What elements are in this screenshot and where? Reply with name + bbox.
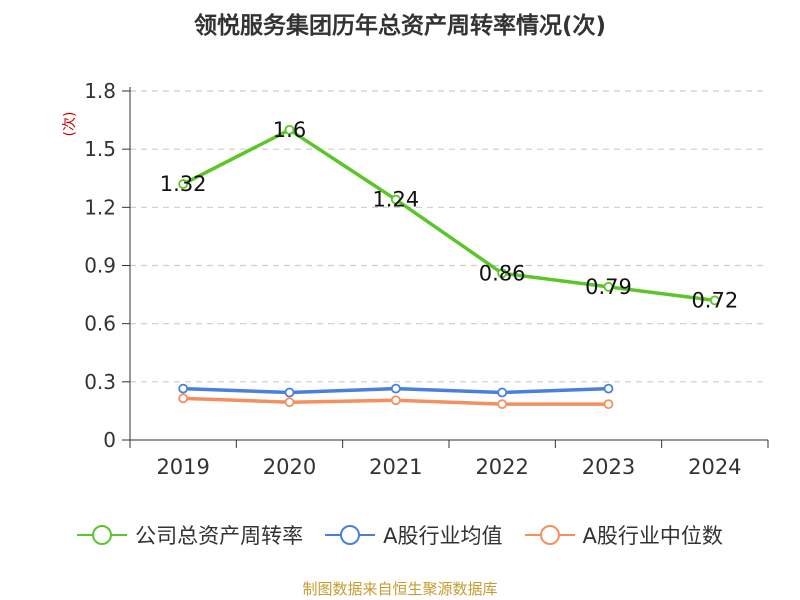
chart-title: 领悦服务集团历年总资产周转率情况(次) xyxy=(193,13,607,39)
y-tick-label: 0.9 xyxy=(84,254,116,278)
data-labels: 1.32 1.6 1.24 0.86 0.79 0.72 xyxy=(160,118,738,313)
data-point xyxy=(178,383,189,394)
x-tick-label: 2023 xyxy=(582,455,635,479)
data-label: 0.79 xyxy=(585,275,632,299)
legend-label: 公司总资产周转率 xyxy=(135,524,304,548)
legend-marker-icon xyxy=(325,525,376,545)
data-label: 1.6 xyxy=(273,118,306,142)
data-point xyxy=(390,395,401,406)
y-axis-label: (次) xyxy=(62,112,78,137)
x-tick-label: 2019 xyxy=(156,455,209,479)
x-tick-label: 2021 xyxy=(369,455,422,479)
data-point xyxy=(178,393,189,404)
data-point xyxy=(284,387,295,398)
data-point xyxy=(709,295,720,306)
series-line-0 xyxy=(182,128,716,303)
data-point xyxy=(603,281,614,292)
data-label: 1.24 xyxy=(372,188,419,212)
x-tick-label: 2022 xyxy=(475,455,528,479)
x-tick-label: 2020 xyxy=(263,455,316,479)
legend-label: A股行业中位数 xyxy=(582,524,723,548)
axes: 0 0.3 0.6 0.9 1.2 1.5 1.8 (次) 2019 2020 2021 2022 20… xyxy=(62,79,769,479)
legend-item-industry-mean[interactable]: A股行业均值 xyxy=(325,520,503,550)
y-tick-label: 0.6 xyxy=(84,312,116,336)
y-tick-label: 1.8 xyxy=(84,79,116,103)
legend-item-company[interactable]: 公司总资产周转率 xyxy=(77,520,303,550)
y-tick-label: 1.2 xyxy=(84,195,116,219)
source-note: 制图数据来自恒生聚源数据库 xyxy=(302,580,498,598)
data-point xyxy=(497,399,508,410)
y-tick-label: 1.5 xyxy=(84,137,116,161)
data-point xyxy=(497,387,508,398)
data-point xyxy=(603,383,614,394)
data-point xyxy=(284,397,295,408)
data-point xyxy=(284,124,295,135)
data-label: 0.72 xyxy=(691,288,738,312)
legend-marker-icon xyxy=(524,525,575,545)
legend-item-industry-median[interactable]: A股行业中位数 xyxy=(524,520,723,550)
y-tick-label: 0 xyxy=(103,428,116,452)
data-point xyxy=(603,399,614,410)
legend-label: A股行业均值 xyxy=(383,524,503,548)
y-tick-label: 0.3 xyxy=(84,370,116,394)
data-label: 1.32 xyxy=(160,172,207,196)
data-label: 0.86 xyxy=(479,261,526,285)
data-point xyxy=(390,194,401,205)
grid-lines xyxy=(130,90,768,383)
data-point xyxy=(178,179,189,189)
data-point xyxy=(497,268,508,279)
legend-marker-icon xyxy=(77,525,128,545)
data-point xyxy=(390,383,401,394)
legend: 公司总资产周转率 A股行业均值 A股行业中位数 xyxy=(0,520,800,550)
series-lines xyxy=(178,124,720,410)
x-tick-label: 2024 xyxy=(688,455,741,479)
